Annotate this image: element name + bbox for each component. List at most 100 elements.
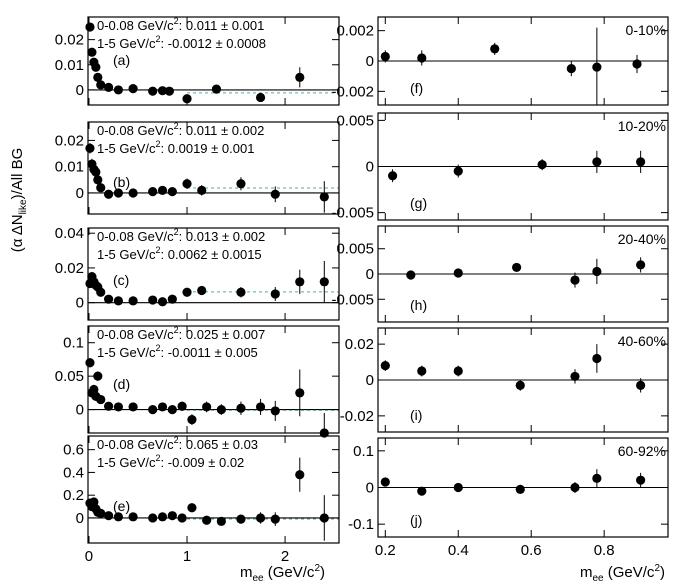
data-point [96,508,106,519]
data-point [85,143,95,153]
data-point [537,160,547,170]
panel-label-b: (b) [113,174,130,190]
panel-i: -0.02 0 0.02 (i) 40-60% [340,327,669,433]
panel-frame [87,227,340,321]
y-tick-label: 0.2 [63,487,84,504]
data-point [103,511,114,521]
data-point [236,403,246,413]
y-tick-label: 0.02 [55,260,84,277]
panel-g: -0.005 0 0.005 (g) 10-20% [331,112,669,222]
data-point [113,402,123,412]
data-point [96,80,106,90]
panel-e: 0 0.2 0.4 0.6 0 1 2 (e) 0-0.08 GeV/c2: 0.065 ± 0… [63,435,340,565]
centrality-label-j: 60-92% [618,443,666,459]
data-point [182,287,192,297]
y-tick-label: 0 [76,295,84,312]
data-point [592,353,602,364]
data-point [295,470,305,480]
data-point [417,53,427,63]
annotation-c-0: 0-0.08 GeV/c2: 0.013 ± 0.002 [97,227,265,244]
y-tick-label: -0.1 [348,516,374,533]
y-tick-label: 0 [76,402,84,419]
data-point [592,473,602,483]
annotation-a-0: 0-0.08 GeV/c2: 0.011 ± 0.001 [97,16,264,33]
panel-j: -0.1 0 0.1 0.2 0.4 0.6 0.8 (j) 60-92% [348,437,669,559]
data-point [93,175,103,185]
y-tick-label: 0.01 [55,159,84,176]
y-tick-label: 0 [366,372,374,389]
data-point [636,260,646,270]
data-point [177,401,187,411]
y-tick-label: 0 [366,53,374,70]
data-point [632,59,642,69]
y-tick-label: 0.01 [55,57,84,74]
data-point [164,86,174,96]
panel-frame [87,16,340,106]
data-point [148,187,158,197]
panel-label-c: (c) [113,272,129,288]
data-point [387,171,398,181]
data-point [592,266,602,277]
data-point [453,366,463,376]
y-tick-label: 0.1 [353,443,374,460]
y-tick-label: 0.02 [345,336,374,353]
data-point [103,189,114,199]
data-point [113,85,123,95]
y-tick-label: -0.005 [331,291,374,308]
y-tick-label: -0.005 [331,205,374,222]
data-point [515,484,525,494]
data-point [216,404,226,415]
data-point [157,512,168,522]
data-point [85,22,95,32]
panel-c: 0 0.02 0.04 (c) 0-0.08 GeV/c2: 0.013 ± 0.002… [55,225,340,321]
x-tick-label: 1 [183,548,191,565]
data-point [148,295,158,305]
data-point [182,179,192,189]
panel-b: 0 0.01 0.02 (b) 0-0.08 GeV/c2: 0.011 ± 0.002… [55,121,340,215]
data-point [167,187,177,197]
data-point [255,92,266,103]
data-point [93,72,103,82]
centrality-label-g: 10-20% [618,118,666,134]
y-tick-label: 0 [366,480,374,497]
data-point [592,62,602,72]
x-tick-label: 0 [85,548,93,565]
data-point [202,402,212,412]
data-point [96,183,106,193]
data-point [167,404,177,415]
x-axis-title-right: mee (GeV/c2) [580,563,665,582]
data-point [512,262,522,273]
y-tick-label: -0.002 [331,83,374,100]
y-tick-label: 0.1 [63,335,84,352]
annotation-b-0: 0-0.08 GeV/c2: 0.011 ± 0.002 [97,121,264,138]
annotation-d-0: 0-0.08 GeV/c2: 0.025 ± 0.007 [97,325,265,342]
panel-label-f: (f) [410,80,423,96]
data-point [128,402,138,412]
data-point [177,513,187,523]
annotation-e-0: 0-0.08 GeV/c2: 0.065 ± 0.03 [97,435,258,452]
centrality-label-f: 0-10% [626,22,666,38]
data-point [128,84,138,94]
data-point [380,51,390,62]
data-point [406,270,416,280]
data-point [570,482,580,493]
data-point [113,512,123,522]
data-point [157,185,168,195]
panel-label-i: (i) [410,407,422,423]
data-point [380,361,390,371]
y-tick-label: 0.02 [55,32,84,49]
annotation-e-1: 1-5 GeV/c2: -0.009 ± 0.02 [97,453,244,470]
data-point [197,185,207,195]
data-point [270,406,280,416]
data-point [295,277,305,287]
data-point [128,188,138,198]
data-point [236,287,246,297]
data-point [167,511,177,521]
y-tick-label: 0 [76,82,84,99]
data-point [636,157,646,167]
data-point [103,401,114,411]
data-point [490,44,500,54]
data-point [255,402,266,412]
data-point [103,82,114,92]
